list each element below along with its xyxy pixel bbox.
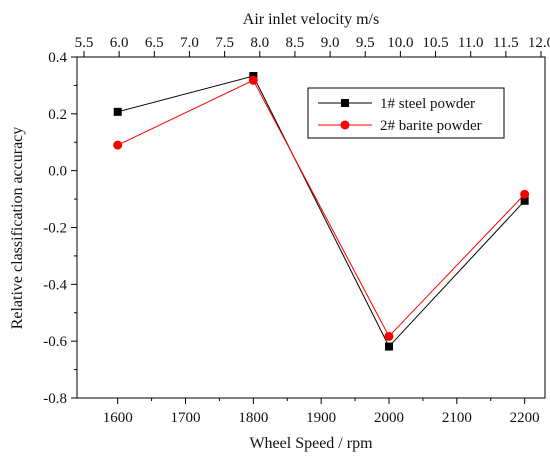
x-tick-label-1: 1700 bbox=[171, 410, 201, 426]
legend-box bbox=[307, 87, 505, 139]
y-tick-label-6: -0.8 bbox=[43, 391, 67, 407]
series-1-point-1 bbox=[248, 75, 258, 85]
x2-tick-label-0: 5.5 bbox=[75, 35, 94, 51]
series-1-point-3 bbox=[520, 189, 530, 199]
x2-tick-label-4: 7.5 bbox=[215, 35, 234, 51]
y-tick-label-5: -0.6 bbox=[43, 334, 67, 350]
x2-tick-label-11: 11.0 bbox=[458, 35, 484, 51]
x2-tick-label-7: 9.0 bbox=[321, 35, 340, 51]
y-tick-label-4: -0.4 bbox=[43, 277, 67, 293]
axes: 1600 1700 1800 1900 2000 2100 2200 0.4 0.2 0.0 -0.… bbox=[43, 35, 550, 426]
x-tick-label-6: 2200 bbox=[510, 410, 540, 426]
top-axis-title: Air inlet velocity m/s bbox=[243, 11, 379, 28]
y-tick-label-3: -0.2 bbox=[43, 221, 67, 237]
x-tick-label-5: 2100 bbox=[442, 410, 472, 426]
series-layer bbox=[113, 72, 530, 351]
legend-marker-barite bbox=[340, 120, 350, 130]
x2-tick-label-9: 10.0 bbox=[387, 35, 413, 51]
x2-tick-label-6: 8.5 bbox=[286, 35, 305, 51]
legend-label-barite: 2# barite powder bbox=[380, 118, 482, 134]
x2-tick-label-3: 7.0 bbox=[180, 35, 199, 51]
y-tick-label-0: 0.4 bbox=[48, 50, 67, 66]
x-tick-label-2: 1800 bbox=[238, 410, 268, 426]
x2-tick-label-5: 8.0 bbox=[250, 35, 269, 51]
y-tick-label-2: 0.0 bbox=[48, 164, 67, 180]
x-tick-label-3: 1900 bbox=[306, 410, 336, 426]
y-axis-title: Relative classification accuracy bbox=[9, 127, 26, 330]
x-tick-label-4: 2000 bbox=[374, 410, 404, 426]
legend-label-steel: 1# steel powder bbox=[380, 96, 475, 112]
legend-marker-steel bbox=[341, 99, 349, 107]
legend: 1# steel powder 2# barite powder bbox=[307, 87, 505, 139]
series-0-point-2 bbox=[385, 342, 393, 351]
series-line-0 bbox=[117, 75, 526, 348]
x2-tick-label-8: 9.5 bbox=[356, 35, 375, 51]
x2-tick-label-13: 12.0 bbox=[528, 35, 550, 51]
x-axis-title: Wheel Speed / rpm bbox=[249, 435, 373, 452]
series-0-point-0 bbox=[113, 107, 122, 116]
series-1-point-2 bbox=[384, 331, 394, 341]
series-1-point-0 bbox=[113, 140, 123, 150]
series-1 bbox=[113, 75, 530, 341]
series-line-1 bbox=[117, 79, 526, 338]
x-tick-label-0: 1600 bbox=[103, 410, 133, 426]
series-0-point-3 bbox=[520, 196, 529, 205]
y-tick-label-1: 0.2 bbox=[48, 107, 67, 123]
x2-tick-label-12: 11.5 bbox=[493, 35, 519, 51]
x2-tick-label-1: 6.0 bbox=[110, 35, 129, 51]
x2-tick-label-2: 6.5 bbox=[145, 35, 164, 51]
x2-tick-label-10: 10.5 bbox=[422, 35, 448, 51]
